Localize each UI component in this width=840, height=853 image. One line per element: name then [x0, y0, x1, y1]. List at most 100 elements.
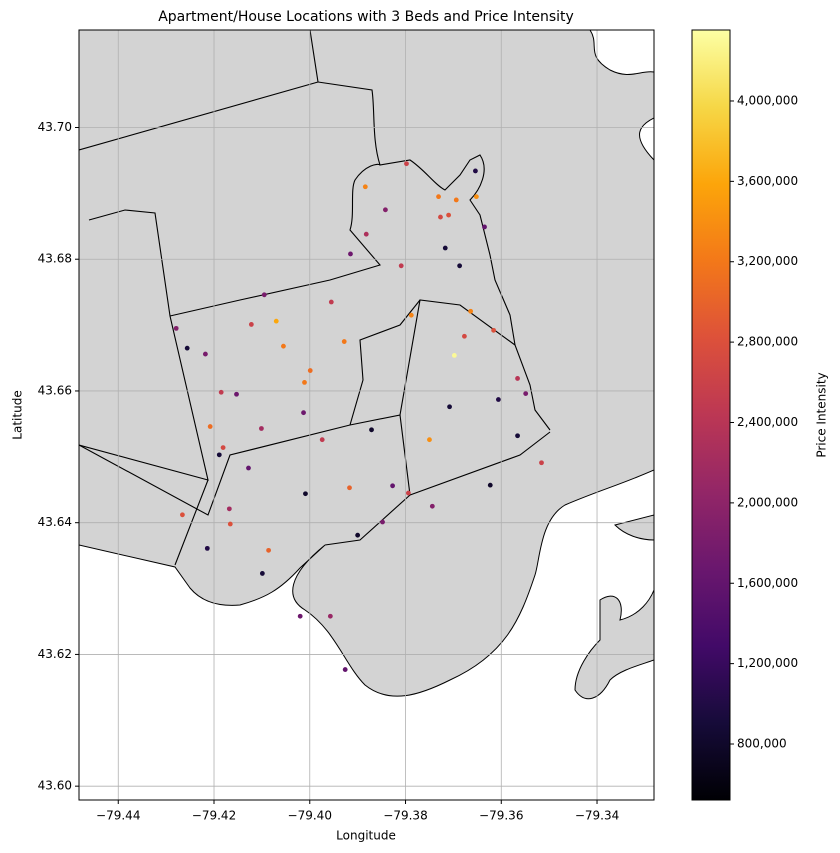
chart-title: Apartment/House Locations with 3 Beds an…: [158, 9, 574, 25]
point: [327, 613, 333, 619]
point: [347, 485, 352, 491]
point: [281, 343, 286, 349]
point: [248, 322, 254, 327]
point: [307, 368, 313, 373]
point: [342, 667, 348, 672]
point: [496, 397, 501, 402]
x-tick-label: −79.36: [479, 809, 523, 823]
point: [302, 379, 307, 385]
point: [436, 194, 441, 200]
point: [447, 404, 452, 410]
point: [226, 506, 232, 512]
point: [303, 491, 308, 497]
point: [487, 482, 493, 488]
island: [574, 589, 654, 700]
x-axis-label: Longitude: [336, 829, 396, 843]
point: [216, 452, 222, 458]
point: [207, 424, 213, 429]
boundary: [88, 163, 381, 317]
point: [523, 391, 529, 396]
colorbar-tick-label: 3,200,000: [737, 254, 798, 268]
colorbar-tick-label: 1,200,000: [737, 656, 798, 670]
x-tick-label: −79.34: [575, 809, 619, 823]
colorbar-tick-label: 2,400,000: [737, 415, 798, 429]
point: [515, 433, 520, 439]
point: [429, 503, 435, 509]
points: [173, 161, 544, 672]
y-tick-label: 43.64: [38, 515, 72, 529]
y-tick-label: 43.62: [38, 647, 72, 661]
point: [451, 352, 457, 358]
point: [259, 426, 264, 431]
boundary: [349, 299, 421, 426]
point: [482, 224, 487, 230]
point: [473, 194, 479, 200]
x-tick-label: −79.44: [96, 809, 140, 823]
point: [301, 410, 306, 416]
point: [453, 197, 459, 203]
boundary: [317, 81, 551, 431]
point: [383, 207, 388, 213]
colorbar-label: Price Intensity: [815, 372, 829, 457]
point: [261, 292, 267, 298]
land: [79, 30, 654, 697]
point: [220, 445, 226, 451]
x-tick-label: −79.38: [383, 809, 427, 823]
x-tick-label: −79.42: [192, 809, 236, 823]
y-tick-label: 43.70: [38, 120, 72, 134]
island: [614, 514, 654, 541]
point: [369, 427, 374, 433]
point: [273, 318, 279, 324]
point: [204, 545, 210, 551]
colorbar-tick-label: 1,600,000: [737, 576, 798, 590]
point: [341, 339, 347, 344]
point: [180, 512, 185, 518]
point: [319, 437, 325, 443]
y-tick-label: 43.60: [38, 779, 72, 793]
point: [427, 437, 432, 443]
point: [246, 465, 251, 471]
point: [515, 376, 520, 381]
point: [348, 251, 353, 257]
point: [362, 184, 368, 190]
point: [408, 312, 414, 318]
point: [227, 521, 233, 527]
point: [468, 308, 474, 314]
colorbar-frame: [691, 29, 731, 801]
point: [405, 490, 411, 496]
point: [363, 231, 369, 237]
point: [266, 547, 271, 553]
y-tick-label: 43.68: [38, 252, 72, 266]
point: [398, 263, 404, 269]
point: [234, 391, 239, 397]
point: [462, 333, 467, 339]
point: [438, 214, 443, 220]
colorbar: [692, 30, 730, 800]
point: [390, 483, 395, 489]
point: [442, 245, 448, 251]
grid: [79, 30, 654, 800]
point: [539, 460, 544, 466]
point: [218, 389, 224, 395]
point: [457, 263, 463, 269]
boundary: [399, 414, 551, 496]
point: [491, 327, 497, 333]
plot-frame: [78, 29, 655, 801]
colorbar-tick-label: 800,000: [737, 737, 787, 751]
boundary: [324, 494, 411, 546]
colorbar-tick-label: 3,600,000: [737, 174, 798, 188]
y-tick-label: 43.66: [38, 383, 72, 397]
x-tick-label: −79.40: [288, 809, 332, 823]
point: [297, 613, 303, 619]
y-axis-label: Latitude: [11, 390, 25, 439]
point: [184, 345, 190, 351]
point: [259, 571, 265, 576]
colorbar-tick-label: 4,000,000: [737, 93, 798, 107]
colorbar-tick-label: 2,000,000: [737, 495, 798, 509]
map: [79, 30, 654, 700]
point: [404, 161, 409, 167]
point: [202, 351, 208, 357]
point: [173, 325, 179, 331]
point: [446, 212, 452, 218]
